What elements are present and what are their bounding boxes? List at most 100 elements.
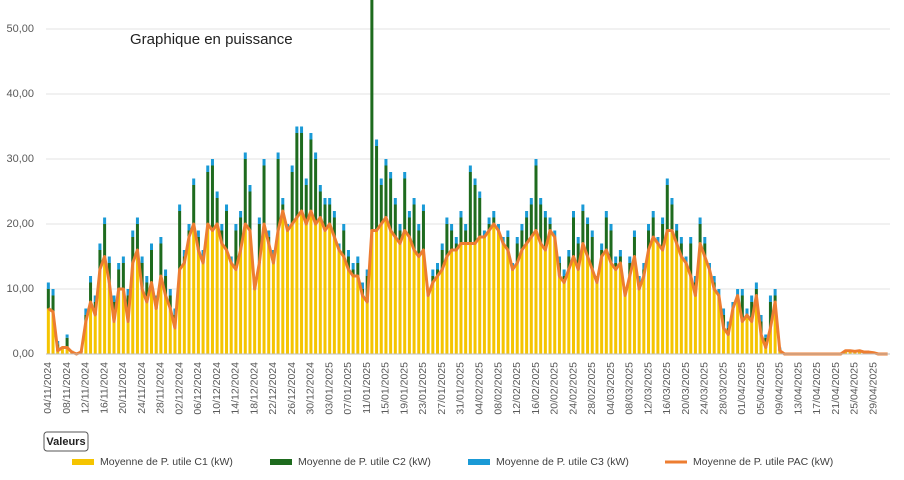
- bar-segment: [759, 315, 763, 322]
- bar-segment: [492, 217, 496, 224]
- y-tick-label: 0,00: [13, 348, 34, 360]
- x-tick-label: 24/02/2025: [567, 362, 579, 415]
- bar-segment: [407, 211, 411, 218]
- bar-segment: [140, 256, 144, 263]
- bar-segment: [848, 351, 852, 354]
- bar-segment: [576, 237, 580, 244]
- bar-segment: [417, 230, 421, 257]
- bar-segment: [553, 237, 557, 354]
- bar-segment: [459, 243, 463, 354]
- bar-segment: [403, 178, 407, 231]
- bar-segment: [557, 276, 561, 354]
- bar-segment: [722, 328, 726, 354]
- x-tick-label: 12/03/2025: [642, 362, 654, 415]
- bar-segment: [726, 321, 730, 328]
- bar-segment: [403, 230, 407, 354]
- bar-segment: [178, 204, 182, 211]
- bar-segment: [773, 295, 777, 302]
- bar-segment: [135, 250, 139, 354]
- bar-segment: [192, 185, 196, 224]
- bar-segment: [131, 230, 135, 237]
- bar-segment: [703, 256, 707, 354]
- bar-segment: [450, 230, 454, 250]
- y-tick-label: 10,00: [6, 283, 34, 295]
- bar-segment: [562, 269, 566, 276]
- bar-segment: [698, 243, 702, 354]
- bar-segment: [346, 250, 350, 257]
- bar-segment: [717, 289, 721, 296]
- x-tick-label: 07/01/2025: [342, 362, 354, 415]
- bar-segment: [173, 328, 177, 354]
- bar-segment: [482, 237, 486, 354]
- x-tick-label: 09/04/2025: [774, 362, 786, 415]
- bar-segment: [529, 204, 533, 237]
- bar-segment: [271, 263, 275, 354]
- bar-segment: [618, 256, 622, 263]
- bar-segment: [665, 185, 669, 231]
- bar-segment: [511, 269, 515, 354]
- bar-segment: [698, 217, 702, 224]
- bar-segment: [262, 159, 266, 166]
- bar-segment: [164, 269, 168, 276]
- bar-segment: [478, 191, 482, 198]
- bar-segment: [604, 250, 608, 354]
- bar-segment: [323, 204, 327, 231]
- filter-button[interactable]: [43, 431, 89, 452]
- x-tick-label: 12/02/2025: [511, 362, 523, 415]
- bar-segment: [206, 224, 210, 354]
- filter-button-label[interactable]: Valeurs: [46, 436, 85, 448]
- bar-segment: [149, 243, 154, 250]
- bar-segment: [309, 139, 313, 211]
- bar-segment: [98, 250, 102, 270]
- bar-segment: [492, 224, 496, 354]
- bar-segment: [65, 347, 69, 354]
- bar-segment: [506, 237, 510, 250]
- x-tick-label: 05/04/2025: [755, 362, 767, 415]
- bar-segment: [121, 289, 125, 354]
- bar-segment: [93, 315, 97, 354]
- x-tick-label: 10/12/2024: [211, 362, 223, 415]
- x-tick-label: 16/03/2025: [661, 362, 673, 415]
- bar-segment: [553, 230, 557, 237]
- bar-segment: [234, 230, 238, 270]
- bar-segment: [689, 243, 693, 276]
- bar-segment: [314, 159, 318, 224]
- bar-segment: [103, 217, 107, 224]
- bar-segment: [229, 263, 233, 354]
- x-tick-label: 16/11/2024: [98, 362, 110, 414]
- bar-segment: [328, 204, 332, 224]
- bar-segment: [468, 165, 472, 172]
- bar-segment: [220, 230, 224, 244]
- bar-segment: [450, 224, 454, 231]
- bar-segment: [642, 263, 646, 270]
- bar-segment: [614, 256, 618, 263]
- bar-segment: [243, 224, 247, 354]
- bar-segment: [192, 178, 196, 185]
- bar-segment: [309, 133, 313, 140]
- bar-segment: [609, 263, 613, 354]
- bar-segment: [548, 224, 552, 231]
- bar-segment: [290, 224, 294, 354]
- bar-segment: [117, 263, 121, 270]
- x-tick-label: 20/11/2024: [117, 362, 129, 414]
- chart-title: Graphique en puissance: [130, 31, 293, 48]
- bar-segment: [328, 224, 332, 354]
- bar-segment: [262, 165, 266, 224]
- bar-segment: [342, 230, 346, 257]
- bar-segment: [98, 269, 102, 354]
- bar-segment: [135, 217, 139, 224]
- bar-segment: [239, 217, 243, 250]
- bar-segment: [389, 178, 393, 231]
- bar-segment: [445, 256, 449, 354]
- bar-segment: [459, 211, 463, 218]
- bar-segment: [675, 243, 679, 354]
- bar-segment: [661, 224, 665, 250]
- bar-segment: [346, 269, 350, 354]
- bar-segment: [642, 276, 646, 354]
- bar-segment: [515, 243, 519, 263]
- bar-segment: [384, 217, 388, 354]
- bar-segment: [126, 289, 130, 296]
- bar-segment: [707, 269, 711, 354]
- bar-segment: [637, 289, 641, 354]
- line: [47, 209, 888, 356]
